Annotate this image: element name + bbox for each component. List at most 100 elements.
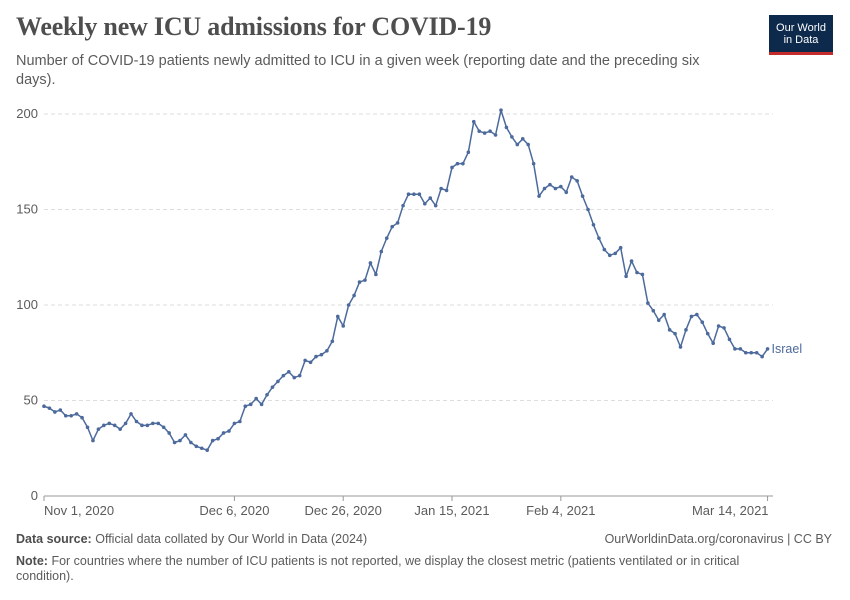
data-point <box>270 385 275 389</box>
data-point <box>194 444 199 449</box>
data-point <box>412 192 416 197</box>
site-link[interactable]: OurWorldinData.org/coronavirus <box>604 532 784 546</box>
data-point <box>548 182 552 187</box>
data-point <box>330 339 335 344</box>
data-point <box>591 222 596 227</box>
series-label-israel: Israel <box>772 342 803 356</box>
data-point <box>629 259 634 263</box>
data-point <box>569 175 574 179</box>
data-point <box>482 131 487 135</box>
data-point <box>602 247 607 252</box>
data-point <box>238 419 242 424</box>
grid-layer <box>44 113 773 401</box>
data-point <box>656 318 661 323</box>
site-credit: OurWorldinData.org/coronavirus | CC BY <box>605 532 832 546</box>
data-point <box>123 421 128 426</box>
data-point <box>542 186 547 191</box>
data-point <box>646 301 650 305</box>
data-point <box>254 396 258 401</box>
y-tick-label: 50 <box>24 393 38 408</box>
data-point <box>727 337 732 342</box>
data-point <box>433 203 438 208</box>
data-point <box>754 350 759 355</box>
data-point <box>96 427 101 431</box>
data-point <box>85 425 90 430</box>
data-point <box>744 350 748 355</box>
data-point <box>471 119 476 124</box>
data-point <box>493 133 498 137</box>
data-point <box>42 404 46 409</box>
data-point <box>374 272 378 277</box>
data-point <box>635 270 639 275</box>
data-point <box>716 324 721 328</box>
data-point <box>586 207 590 212</box>
data-point <box>145 423 150 428</box>
data-point <box>531 161 536 166</box>
data-point <box>259 402 264 407</box>
data-point <box>553 186 558 191</box>
data-point <box>292 375 297 380</box>
data-point <box>559 184 563 189</box>
data-point <box>597 236 601 240</box>
data-point <box>368 261 373 265</box>
data-point <box>319 352 324 357</box>
data-point <box>314 354 318 359</box>
data-point <box>520 137 525 141</box>
data-point <box>564 190 569 195</box>
chart-title: Weekly new ICU admissions for COVID-19 <box>16 12 492 41</box>
data-point <box>47 406 52 410</box>
x-tick-label: Jan 15, 2021 <box>414 503 489 518</box>
data-point <box>613 251 618 256</box>
y-tick-label: 150 <box>16 202 38 217</box>
data-point <box>384 236 389 240</box>
data-point <box>662 312 666 317</box>
data-point <box>69 413 73 418</box>
data-point <box>227 429 231 433</box>
data-point <box>346 303 351 307</box>
data-point <box>749 350 754 355</box>
data-point <box>667 328 672 332</box>
data-point <box>439 186 443 191</box>
data-point <box>651 308 656 313</box>
data-point <box>325 349 329 353</box>
data-point <box>118 427 122 431</box>
data-point <box>156 421 161 426</box>
x-tick-label: Mar 14, 2021 <box>692 503 769 518</box>
data-point <box>488 129 492 133</box>
data-point <box>167 431 171 435</box>
owid-logo[interactable]: Our World in Data <box>769 15 833 55</box>
data-point <box>80 415 84 420</box>
data-point <box>357 280 362 284</box>
data-point <box>151 421 155 426</box>
data-point <box>700 320 705 324</box>
logo-line-1: Our World <box>776 21 826 34</box>
data-point <box>705 331 710 336</box>
data-point <box>417 192 422 197</box>
data-point <box>401 203 405 208</box>
data-point <box>684 328 688 332</box>
data-point <box>461 161 465 166</box>
axis-layer: 0 50 100 150 200 Nov 1, 2020 Dec 6, 2020 Dec 26… <box>16 106 773 518</box>
data-point <box>199 446 204 451</box>
data-point <box>107 421 112 426</box>
data-point <box>618 245 623 250</box>
data-point <box>395 221 400 225</box>
data-point <box>161 425 166 430</box>
x-tick-label: Nov 1, 2020 <box>44 503 114 518</box>
data-point <box>537 194 541 198</box>
data-point <box>53 410 57 414</box>
x-tick-label: Dec 6, 2020 <box>199 503 269 518</box>
data-point <box>406 192 411 197</box>
y-tick-label: 0 <box>31 488 38 503</box>
data-point <box>303 358 307 363</box>
data-point <box>390 224 394 229</box>
data-point <box>243 404 248 409</box>
data-point <box>423 201 427 206</box>
data-point <box>444 188 449 193</box>
data-point <box>352 293 356 298</box>
data-point <box>265 392 269 397</box>
data-point <box>515 142 520 147</box>
data-point <box>183 433 188 437</box>
data-point <box>450 165 454 170</box>
data-point <box>232 421 237 426</box>
